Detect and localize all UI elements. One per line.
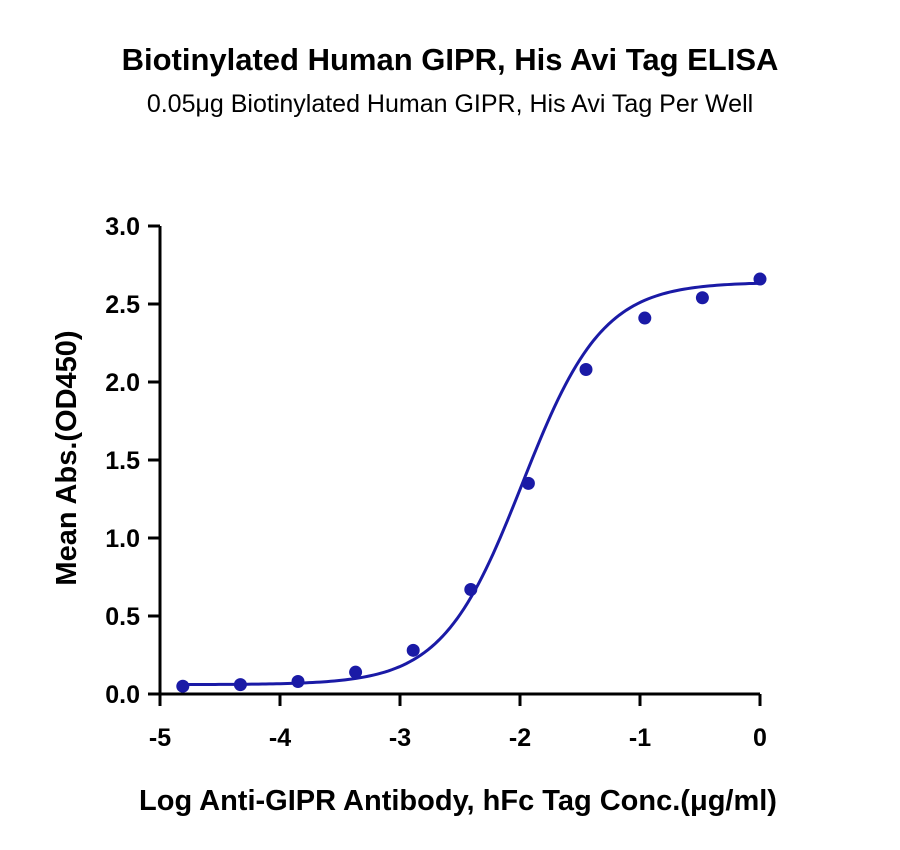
y-tick-label: 2.0 bbox=[105, 369, 140, 397]
y-tick-label: 0.5 bbox=[105, 603, 140, 631]
data-point bbox=[521, 476, 535, 490]
x-tick-label: -1 bbox=[629, 724, 651, 752]
data-points bbox=[176, 272, 767, 693]
x-tick-label: -4 bbox=[269, 724, 291, 752]
data-point bbox=[695, 291, 709, 305]
fit-curve-layer bbox=[182, 281, 761, 687]
x-tick-label: -5 bbox=[149, 724, 171, 752]
chart-title: Biotinylated Human GIPR, His Avi Tag ELI… bbox=[121, 42, 779, 77]
axes: 0.0 0.5 1.0 1.5 2.0 2.5 3.0 -5 -4 -3 -2 -1 0 bbox=[105, 213, 767, 752]
data-point bbox=[349, 665, 363, 679]
data-point bbox=[638, 311, 652, 325]
y-tick-label: 1.5 bbox=[105, 447, 140, 475]
x-axis-label: Log Anti-GIPR Antibody, hFc Tag Conc.(μg… bbox=[139, 785, 777, 817]
data-point bbox=[233, 678, 247, 692]
chart-subtitle: 0.05μg Biotinylated Human GIPR, His Avi … bbox=[146, 90, 754, 118]
data-point bbox=[406, 643, 420, 657]
data-point bbox=[579, 363, 593, 377]
x-tick-label: -3 bbox=[389, 724, 411, 752]
y-tick-label: 2.5 bbox=[105, 291, 140, 319]
y-tick-label: 3.0 bbox=[105, 213, 140, 241]
x-tick-label: -2 bbox=[509, 724, 531, 752]
data-point bbox=[464, 582, 478, 596]
y-tick-label: 0.0 bbox=[105, 681, 140, 709]
x-tick-label: 0 bbox=[753, 724, 767, 752]
data-point bbox=[291, 675, 305, 689]
y-tick-label: 1.0 bbox=[105, 525, 140, 553]
data-point bbox=[753, 272, 767, 286]
y-axis-label: Mean Abs.(OD450) bbox=[51, 330, 83, 585]
fit-curve bbox=[182, 281, 761, 687]
data-point bbox=[176, 679, 190, 693]
